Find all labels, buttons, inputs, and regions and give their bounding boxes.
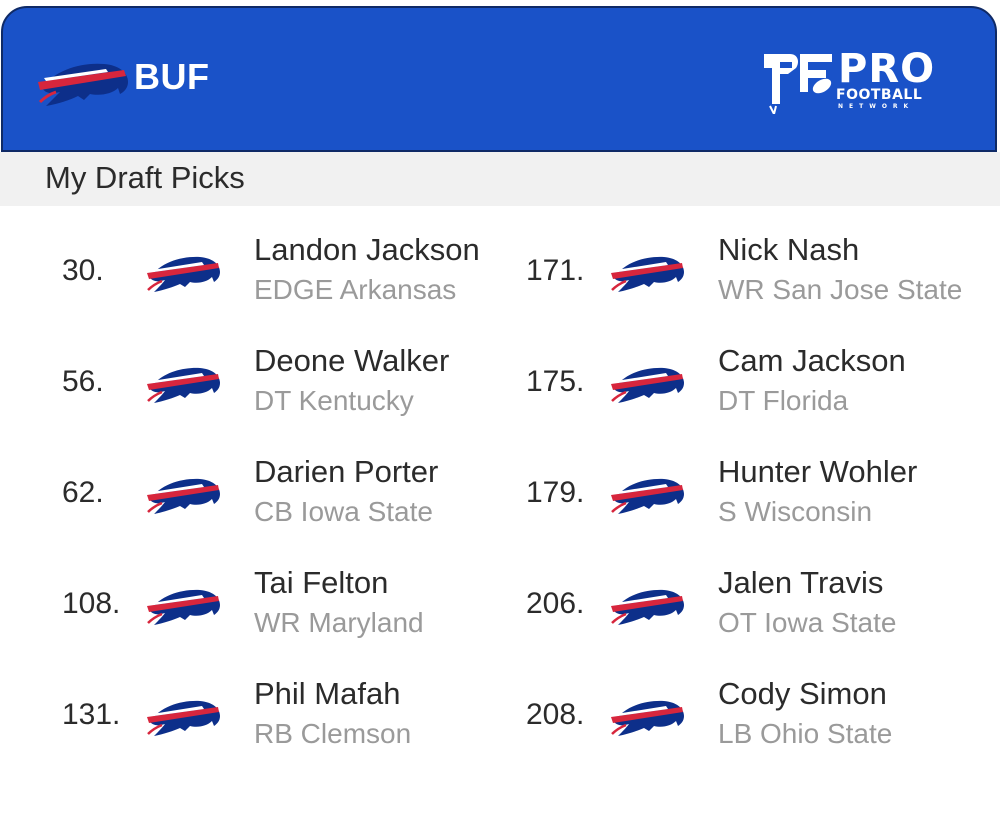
pfn-logo-icon <box>764 54 832 114</box>
pick-number: 108. <box>62 587 121 620</box>
draft-pick-row: 175. Cam Jackson DT Florida <box>526 343 996 443</box>
pick-number: 206. <box>526 587 585 620</box>
pfn-brand-football: FOOTBALL <box>836 87 923 103</box>
bills-logo-icon <box>144 466 224 518</box>
draft-pick-row: 56. Deone Walker DT Kentucky <box>62 343 532 443</box>
player-position-school: RB Clemson <box>254 718 412 749</box>
player-position-school: EDGE Arkansas <box>254 274 457 305</box>
player-name: Cody Simon <box>718 676 887 711</box>
player-position-school: S Wisconsin <box>718 496 873 527</box>
draft-pick-row: 131. Phil Mafah RB Clemson <box>62 676 532 776</box>
draft-pick-row: 62. Darien Porter CB Iowa State <box>62 454 532 554</box>
pick-number: 131. <box>62 698 121 731</box>
player-name: Tai Felton <box>254 565 389 600</box>
draft-pick-row: 206. Jalen Travis OT Iowa State <box>526 565 996 665</box>
team-abbreviation: BUF <box>134 56 210 97</box>
pick-number: 30. <box>62 254 104 287</box>
pfn-brand-network: NETWORK <box>838 103 915 110</box>
draft-pick-row: 108. Tai Felton WR Maryland <box>62 565 532 665</box>
player-name: Darien Porter <box>254 454 439 489</box>
bills-logo-icon <box>144 577 224 629</box>
draft-pick-row: 179. Hunter Wohler S Wisconsin <box>526 454 996 554</box>
draft-pick-row: 171. Nick Nash WR San Jose State <box>526 232 996 332</box>
player-position-school: DT Kentucky <box>254 385 414 416</box>
bills-logo-icon <box>608 688 688 740</box>
player-name: Jalen Travis <box>718 565 884 600</box>
draft-pick-row: 30. Landon Jackson EDGE Arkansas <box>62 232 532 332</box>
bills-logo-icon <box>144 688 224 740</box>
player-name: Hunter Wohler <box>718 454 918 489</box>
player-name: Landon Jackson <box>254 232 480 267</box>
player-name: Nick Nash <box>718 232 860 267</box>
player-position-school: CB Iowa State <box>254 496 433 527</box>
bills-logo-icon <box>608 355 688 407</box>
section-header <box>0 152 1000 206</box>
draft-pick-row: 208. Cody Simon LB Ohio State <box>526 676 996 776</box>
player-position-school: OT Iowa State <box>718 607 897 638</box>
bills-logo-icon <box>608 466 688 518</box>
pfn-brand-pro: PRO <box>838 46 936 92</box>
player-name: Phil Mafah <box>254 676 401 711</box>
bills-logo-icon <box>144 244 224 296</box>
player-position-school: WR San Jose State <box>718 274 963 305</box>
bills-buffalo-icon <box>38 63 128 106</box>
player-position-school: WR Maryland <box>254 607 424 638</box>
player-name: Deone Walker <box>254 343 450 378</box>
team-header <box>1 6 997 152</box>
section-title: My Draft Picks <box>45 160 245 195</box>
pick-number: 56. <box>62 365 104 398</box>
pick-number: 171. <box>526 254 585 287</box>
pick-number: 179. <box>526 476 585 509</box>
bills-logo-icon <box>608 577 688 629</box>
player-position-school: LB Ohio State <box>718 718 893 749</box>
pick-number: 62. <box>62 476 104 509</box>
pick-number: 208. <box>526 698 585 731</box>
player-name: Cam Jackson <box>718 343 906 378</box>
bills-logo-icon <box>144 355 224 407</box>
pick-number: 175. <box>526 365 585 398</box>
player-position-school: DT Florida <box>718 385 849 416</box>
bills-logo-icon <box>608 244 688 296</box>
